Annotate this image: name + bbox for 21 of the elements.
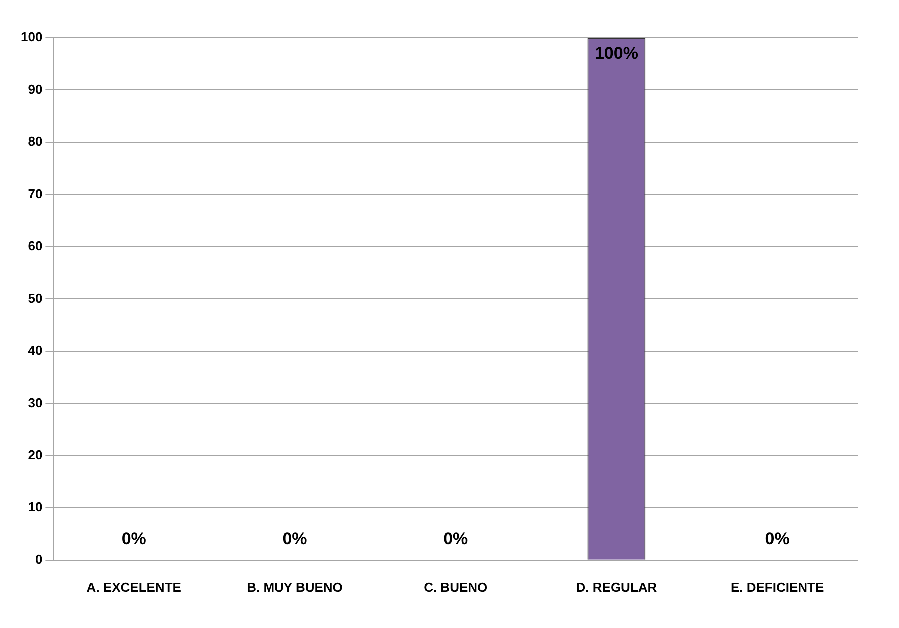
y-tick-label: 80 [28, 134, 43, 150]
x-tick-label: C. BUENO [424, 580, 488, 595]
y-tick-label: 40 [28, 343, 43, 358]
x-tick-label: D. REGULAR [576, 580, 658, 595]
data-label: 0% [122, 530, 146, 549]
y-tick-label: 20 [28, 448, 43, 462]
y-tick-label: 30 [28, 395, 43, 410]
x-tick-label: E. DEFICIENTE [730, 580, 824, 595]
data-label: 100% [594, 44, 638, 64]
data-label: 0% [765, 530, 790, 549]
data-label: 0% [282, 530, 308, 549]
y-tick-label: 10 [28, 500, 43, 515]
x-tick-label: B. MUY BUENO [247, 580, 343, 595]
y-tick-label: 90 [28, 82, 43, 97]
y-tick-label: 100 [20, 30, 43, 45]
y-tick-label: 0 [35, 552, 43, 567]
y-tick-label: 50 [28, 290, 43, 306]
data-label: 0% [444, 530, 468, 549]
x-tick-label: A. EXCELENTE [86, 580, 182, 595]
y-tick-label: 70 [28, 186, 43, 202]
y-tick-label: 60 [28, 238, 43, 254]
